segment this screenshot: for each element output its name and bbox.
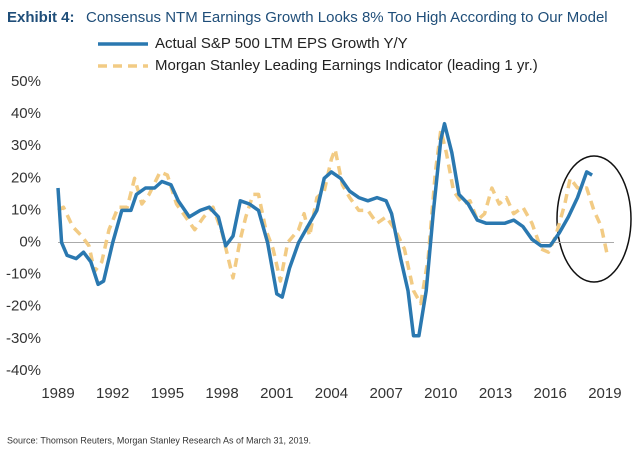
- x-tick-label: 1989: [41, 385, 74, 402]
- y-tick-label: 50%: [11, 73, 41, 90]
- x-tick-label: 2004: [315, 385, 348, 402]
- y-tick-label: 30%: [11, 137, 41, 154]
- legend-label: Actual S&P 500 LTM EPS Growth Y/Y: [155, 35, 408, 52]
- x-tick-label: 2019: [588, 385, 621, 402]
- x-tick-label: 2007: [369, 385, 402, 402]
- y-tick-label: -40%: [6, 362, 41, 379]
- x-tick-label: 2013: [479, 385, 512, 402]
- y-tick-label: 20%: [11, 169, 41, 186]
- y-tick-label: 0%: [19, 234, 41, 251]
- y-tick-label: -10%: [6, 266, 41, 283]
- x-tick-label: 2001: [260, 385, 293, 402]
- highlight-ellipse: [556, 155, 632, 283]
- y-tick-label: -20%: [6, 298, 41, 315]
- source: Source: Thomson Reuters, Morgan Stanley …: [7, 435, 311, 445]
- chart-title: Consensus NTM Earnings Growth Looks 8% T…: [86, 9, 608, 26]
- legend-label: Morgan Stanley Leading Earnings Indicato…: [155, 57, 538, 74]
- y-tick-label: 10%: [11, 201, 41, 218]
- x-tick-label: 1992: [96, 385, 129, 402]
- title-prefix: Exhibit 4:: [7, 9, 75, 26]
- x-tick-label: 2016: [534, 385, 567, 402]
- x-tick-label: 1998: [205, 385, 238, 402]
- x-tick-label: 1995: [151, 385, 184, 402]
- x-tick-label: 2010: [424, 385, 457, 402]
- y-tick-label: -30%: [6, 330, 41, 347]
- series-line: [56, 121, 593, 338]
- y-tick-label: 40%: [11, 105, 41, 122]
- series-line: [57, 128, 609, 306]
